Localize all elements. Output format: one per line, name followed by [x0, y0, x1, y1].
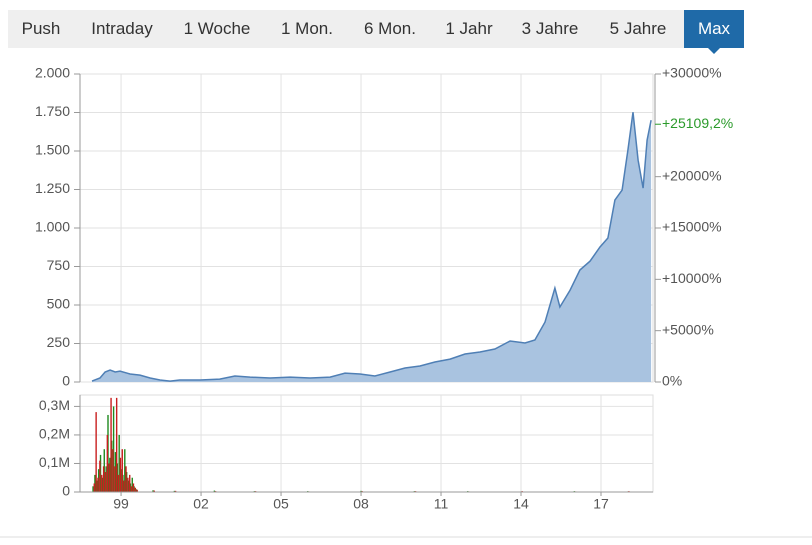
volume-bar — [152, 490, 154, 492]
tab[interactable]: 6 Mon. — [364, 19, 416, 38]
y-tick-label: 0,3M — [39, 397, 70, 413]
y2-tick-label: +30000% — [662, 65, 722, 81]
volume-bar — [108, 463, 110, 492]
tab[interactable]: 3 Jahre — [521, 19, 579, 38]
volume-bar — [102, 466, 105, 492]
tab[interactable]: 1 Jahr — [445, 19, 493, 38]
y2-tick-label: +5000% — [662, 321, 714, 337]
volume-bar — [117, 474, 120, 492]
volume-bar — [136, 489, 138, 492]
volume-bar — [106, 434, 109, 492]
volume-bar — [174, 490, 177, 492]
price-line — [91, 112, 652, 382]
y2-tick-label: +20000% — [662, 167, 722, 183]
tab-bar: Push Intraday 1 Woche 1 Mon. 6 Mon. 1 Jahr 3 J… — [8, 10, 744, 48]
volume-bar — [173, 490, 176, 492]
x-tick-label: 11 — [434, 496, 449, 512]
volume-bar — [124, 449, 126, 492]
y-tick-label: 1.000 — [35, 219, 70, 235]
y-tick-label: 1.500 — [35, 142, 70, 158]
volume-bar — [125, 466, 127, 492]
volume-bar — [99, 460, 101, 492]
volume-bar — [129, 474, 131, 492]
volume-bar — [95, 412, 97, 492]
tab[interactable]: 5 Jahre — [609, 19, 667, 38]
volume-bar — [104, 472, 107, 492]
volume-bar — [130, 486, 133, 492]
x-tick-label: 99 — [113, 496, 129, 512]
y-tick-label: 0 — [62, 483, 70, 499]
volume-bar — [110, 397, 112, 492]
volume-bar — [97, 477, 99, 492]
y-tick-label: 0,2M — [39, 426, 70, 442]
tab[interactable]: Intraday — [91, 19, 153, 38]
volume-bar — [118, 434, 120, 492]
volume-bar — [123, 480, 125, 492]
volume-bar — [112, 449, 114, 492]
y-tick-label: 1.750 — [35, 103, 70, 119]
y-tick-label: 1.250 — [35, 180, 70, 196]
tab-pointer — [708, 48, 720, 54]
x-tick-label: 02 — [193, 496, 209, 512]
volume-bar — [121, 449, 123, 492]
y-tick-label: 500 — [47, 296, 71, 312]
x-tick-label: 14 — [513, 496, 529, 512]
plot-frame — [79, 394, 654, 493]
volume-bar — [153, 490, 155, 492]
tab[interactable]: 1 Mon. — [281, 19, 333, 38]
price-area — [92, 112, 652, 382]
y-tick-label: 750 — [47, 257, 71, 273]
volume-bar — [134, 487, 137, 492]
y2-tick-label: +15000% — [662, 219, 722, 235]
y2-tick-label: 0% — [662, 373, 682, 389]
volume-bar — [92, 486, 94, 492]
volume-bar — [360, 490, 362, 492]
volume-bar — [115, 397, 118, 492]
volume-bar — [127, 477, 129, 492]
x-tick-label: 05 — [273, 496, 289, 512]
y-tick-label: 0,1M — [39, 454, 70, 470]
tab[interactable]: Max — [684, 10, 744, 48]
volume-bar — [213, 490, 216, 492]
y-tick-label: 0 — [62, 373, 70, 389]
volume-bar — [93, 483, 95, 492]
y2-tick-label: +10000% — [662, 270, 722, 286]
y-tick-label: 250 — [47, 334, 71, 350]
y-tick-label: 2.000 — [35, 65, 70, 81]
x-tick-label: 08 — [353, 496, 369, 512]
x-tick-label: 17 — [593, 496, 609, 512]
volume-bar — [131, 477, 133, 492]
volume-bar — [119, 457, 122, 492]
tab[interactable]: 1 Woche — [183, 19, 251, 38]
volume-bar — [114, 466, 116, 492]
volume-bar — [132, 483, 135, 492]
tab[interactable]: Push — [21, 19, 61, 38]
volume-bar — [101, 474, 103, 492]
y2-marker-label: +25109,2% — [662, 115, 733, 131]
